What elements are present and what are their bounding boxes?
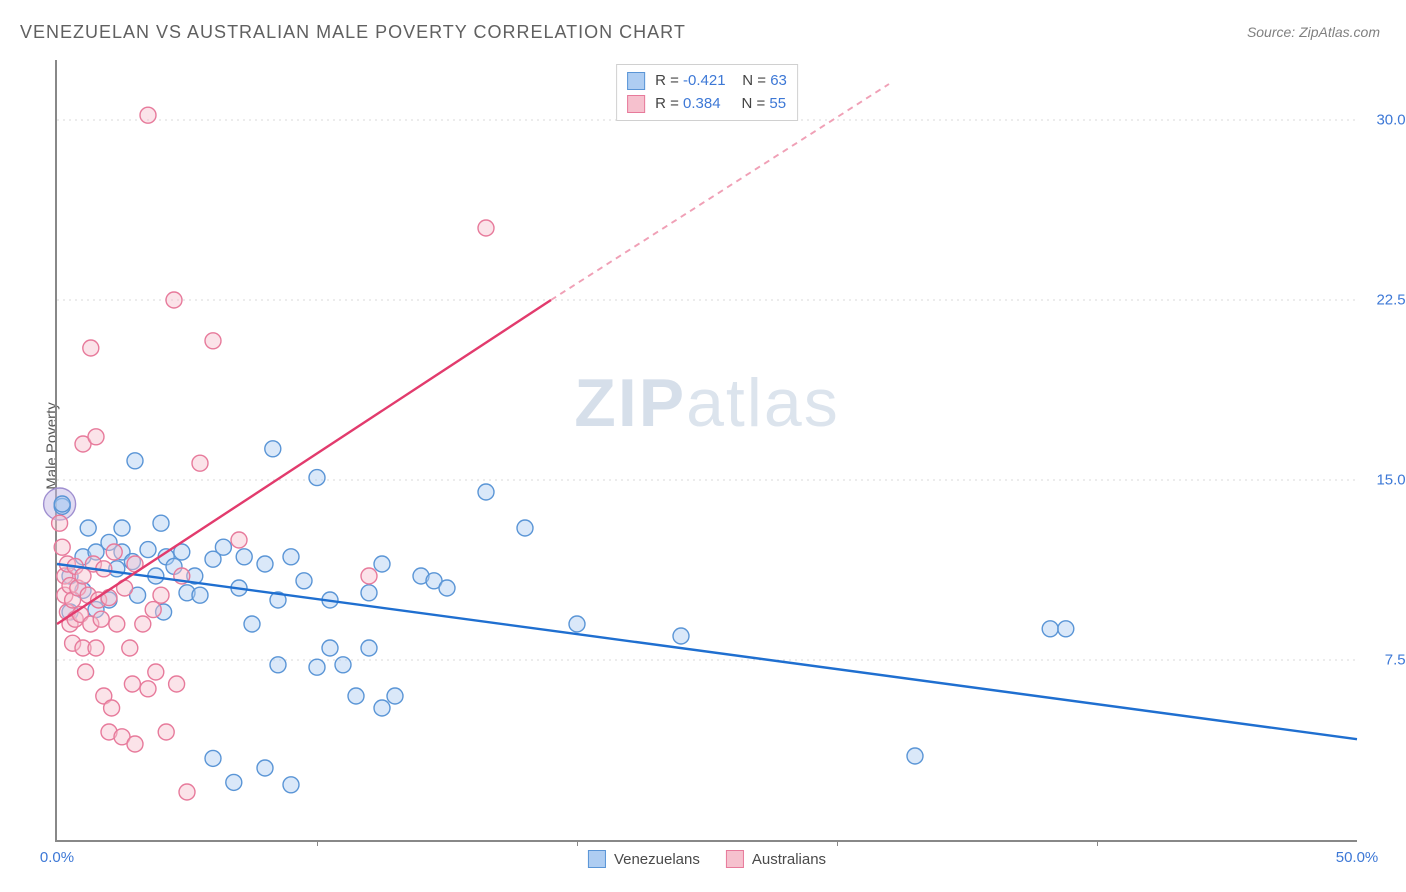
n-value-australians: 55 bbox=[769, 95, 786, 112]
plot-svg bbox=[57, 60, 1357, 840]
plot-area: ZIPatlas R = -0.421 N = 63 R bbox=[55, 60, 1357, 842]
x-tick-mark bbox=[837, 840, 838, 846]
legend-row-australians: R = 0.384 N = 55 bbox=[627, 93, 787, 116]
y-tick-label: 22.5% bbox=[1363, 292, 1406, 309]
swatch-australians-bottom bbox=[726, 850, 744, 868]
r-label: R = bbox=[655, 72, 679, 89]
r-label: R = bbox=[655, 95, 679, 112]
x-tick-mark bbox=[1097, 840, 1098, 846]
swatch-venezuelans bbox=[627, 72, 645, 90]
x-tick-mark bbox=[577, 840, 578, 846]
n-label: N = bbox=[742, 72, 766, 89]
correlation-legend: R = -0.421 N = 63 R = 0.384 N = 55 bbox=[616, 64, 798, 121]
y-tick-label: 30.0% bbox=[1363, 112, 1406, 129]
legend-item-australians: Australians bbox=[726, 850, 826, 868]
x-tick-label: 0.0% bbox=[40, 849, 74, 866]
r-value-venezuelans: -0.421 bbox=[683, 72, 726, 89]
legend-row-venezuelans: R = -0.421 N = 63 bbox=[627, 70, 787, 93]
legend-label-australians: Australians bbox=[752, 851, 826, 868]
y-tick-label: 15.0% bbox=[1363, 472, 1406, 489]
swatch-australians bbox=[627, 95, 645, 113]
source-attribution: Source: ZipAtlas.com bbox=[1247, 24, 1380, 40]
x-tick-mark bbox=[317, 840, 318, 846]
x-tick-label: 50.0% bbox=[1336, 849, 1379, 866]
y-tick-label: 7.5% bbox=[1363, 652, 1406, 669]
n-label: N = bbox=[741, 95, 765, 112]
swatch-venezuelans-bottom bbox=[588, 850, 606, 868]
series-legend: Venezuelans Australians bbox=[588, 850, 826, 868]
legend-label-venezuelans: Venezuelans bbox=[614, 851, 700, 868]
legend-item-venezuelans: Venezuelans bbox=[588, 850, 700, 868]
n-value-venezuelans: 63 bbox=[770, 72, 787, 89]
chart-root: VENEZUELAN VS AUSTRALIAN MALE POVERTY CO… bbox=[0, 0, 1406, 892]
r-value-australians: 0.384 bbox=[683, 95, 721, 112]
chart-title: VENEZUELAN VS AUSTRALIAN MALE POVERTY CO… bbox=[20, 22, 686, 43]
